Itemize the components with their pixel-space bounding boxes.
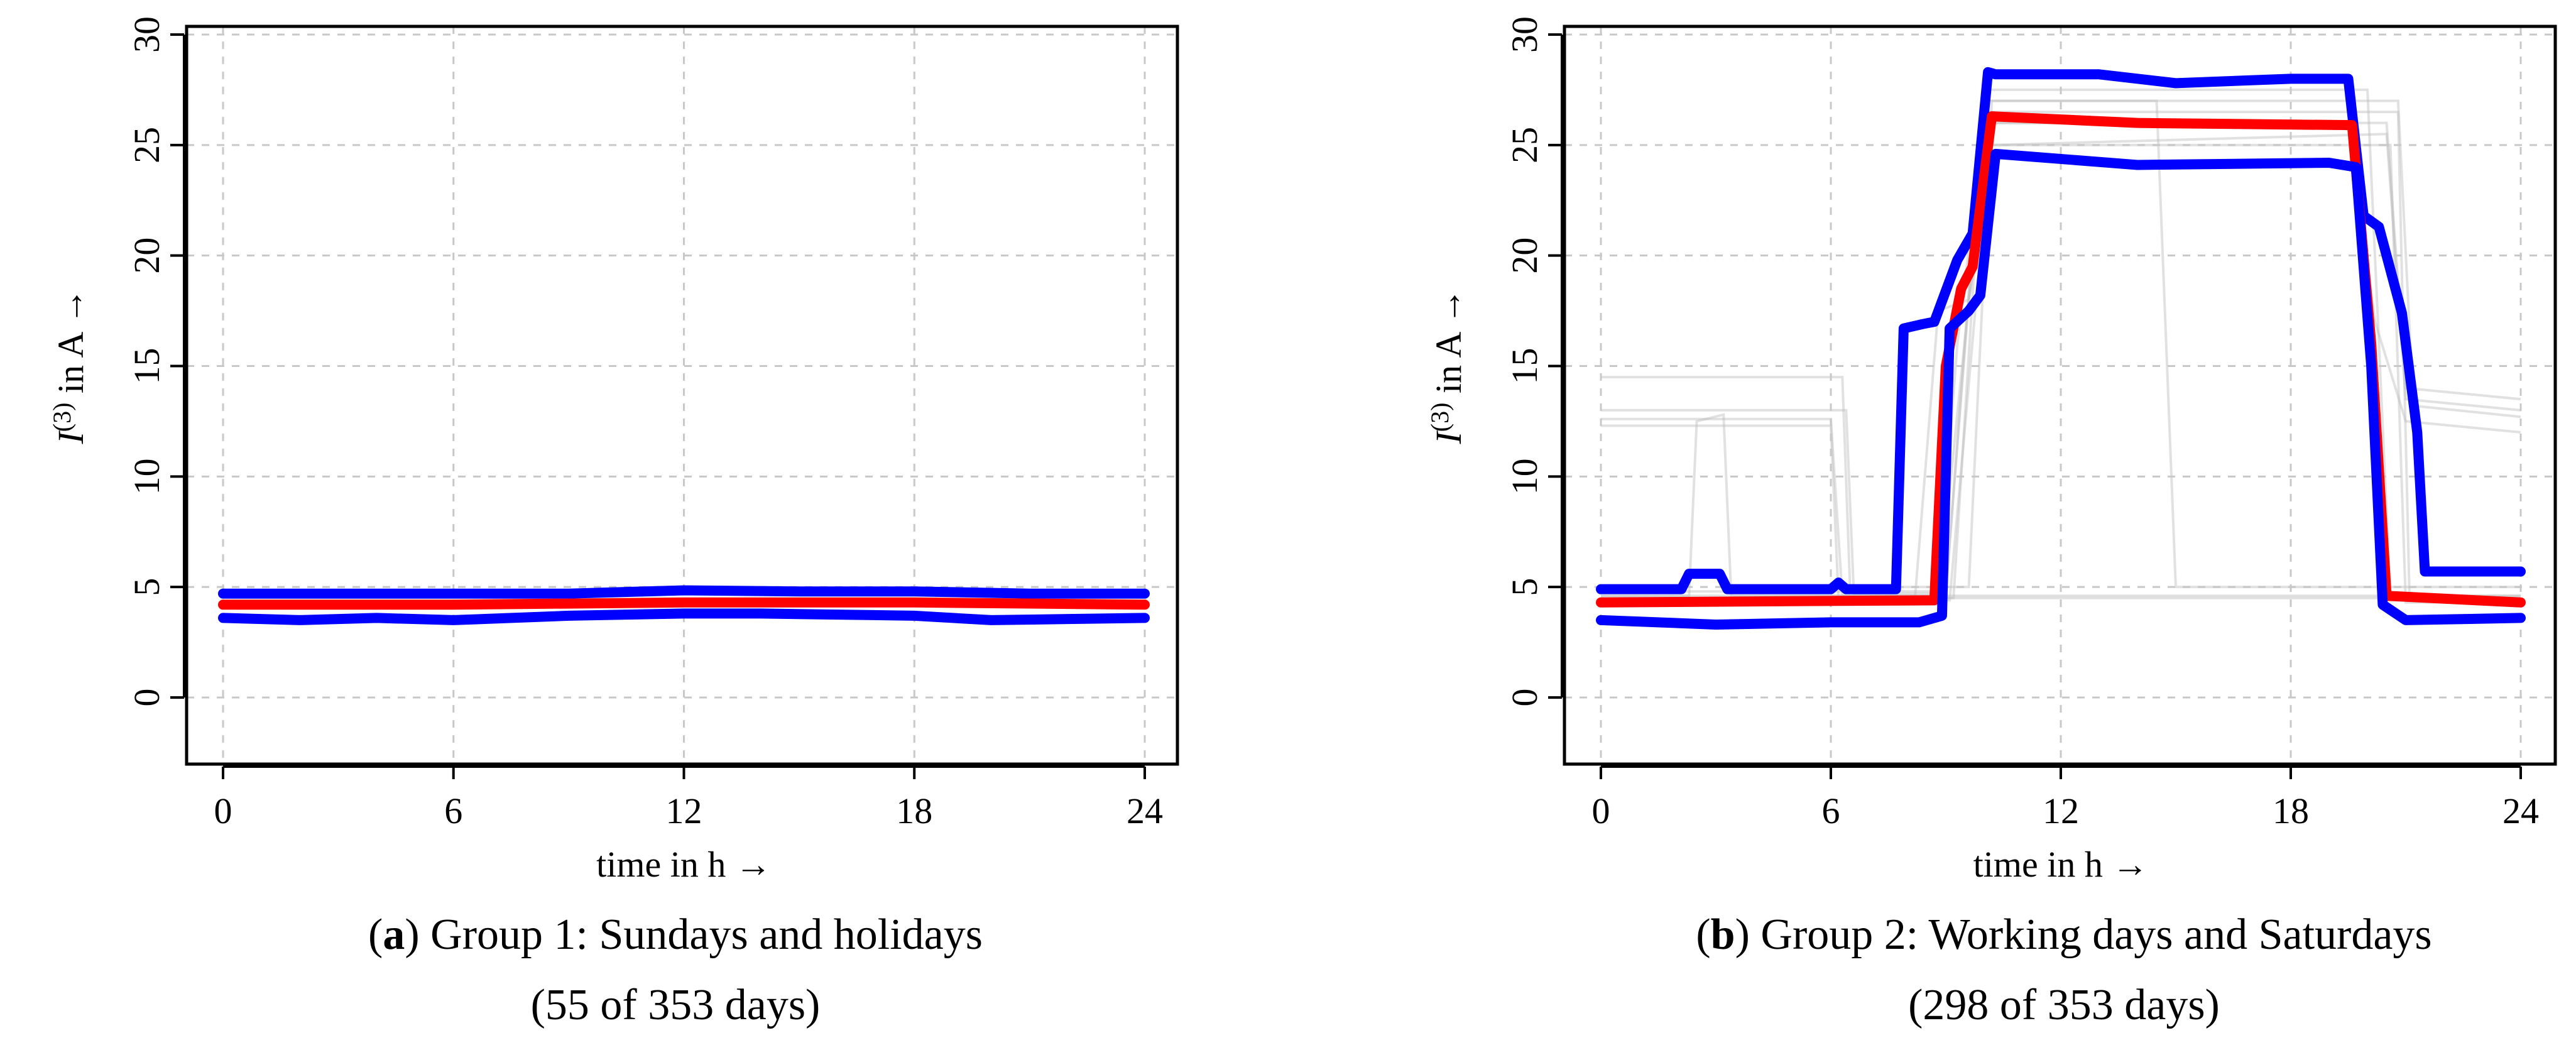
panel-b-y-axis-label-unit: in A → bbox=[1428, 288, 1469, 402]
panel-a-y-axis: 0 5 10 15 20 25 30 bbox=[126, 16, 185, 707]
panel-b-chart: 0 6 12 18 24 0 5 10 15 20 25 30 time in h → I(3) i… bbox=[1426, 16, 2557, 1029]
panel-a-series bbox=[218, 585, 1150, 625]
panel-a-x-tick-label-1: 6 bbox=[444, 790, 462, 831]
panel-b-background-trace-9 bbox=[1601, 88, 2521, 598]
panel-a-caption-tag: a bbox=[383, 911, 405, 959]
panel-b-x-tick-label-2: 12 bbox=[2043, 790, 2079, 831]
panel-a-y-axis-label-unit: in A → bbox=[50, 288, 91, 402]
panel-b-background-trace-0 bbox=[1601, 417, 2521, 598]
panel-a-chart: 0 6 12 18 24 0 5 10 15 20 25 30 time in h → I(3) i… bbox=[48, 16, 1179, 1029]
panel-a-series-upper-band bbox=[218, 585, 1150, 599]
panel-b-y-tick-label-5: 25 bbox=[1504, 127, 1545, 163]
panel-b-x-tick-label-0: 0 bbox=[1592, 790, 1610, 831]
panel-a-caption-line-1: (a) Group 1: Sundays and holidays bbox=[368, 911, 983, 959]
panel-b-caption-tag: b bbox=[1711, 911, 1735, 959]
panel-b-plot-frame bbox=[1563, 25, 2557, 766]
panel-a-y-tick-label-5: 25 bbox=[126, 127, 167, 163]
panel-a-y-axis-label-superscript: (3) bbox=[48, 403, 76, 432]
panel-b-x-tick-label-3: 18 bbox=[2273, 790, 2309, 831]
panel-a-y-tick-label-4: 20 bbox=[126, 238, 167, 274]
panel-a-y-tick-label-0: 0 bbox=[126, 689, 167, 707]
panel-b-caption-line-2: (298 of 353 days) bbox=[1908, 981, 2220, 1029]
panel-b-y-axis-label-superscript: (3) bbox=[1426, 403, 1454, 432]
panel-a-x-tick-label-2: 12 bbox=[666, 790, 702, 831]
panel-a-y-tick-label-2: 10 bbox=[126, 458, 167, 495]
panel-b-series-upper-band bbox=[1596, 67, 2526, 594]
panel-b-series bbox=[1596, 67, 2526, 630]
panel-a-y-tick-label-6: 30 bbox=[126, 16, 167, 53]
panel-b-y-tick-label-6: 30 bbox=[1504, 16, 1545, 53]
panel-b-y-axis-label: I(3) in A → bbox=[1426, 288, 1469, 444]
panel-a-x-axis-label: time in h → bbox=[596, 844, 772, 885]
panel-a-y-axis-label: I(3) in A → bbox=[48, 288, 91, 444]
panel-b-y-tick-label-3: 15 bbox=[1504, 348, 1545, 385]
panel-a-x-tick-label-0: 0 bbox=[214, 790, 232, 831]
panel-b-y-tick-label-1: 5 bbox=[1504, 578, 1545, 596]
panel-a-series-mean bbox=[218, 597, 1150, 610]
panel-b-y-axis: 0 5 10 15 20 25 30 bbox=[1504, 16, 1563, 707]
panel-a-y-axis-label-symbol: I bbox=[50, 430, 91, 445]
panel-b-y-tick-label-0: 0 bbox=[1504, 689, 1545, 707]
panel-b-x-tick-label-4: 24 bbox=[2502, 790, 2539, 831]
panel-b-caption-title: ) Group 2: Working days and Saturdays bbox=[1735, 911, 2432, 959]
panel-b-series-lower-band bbox=[1596, 148, 2526, 630]
panel-b-y-tick-label-2: 10 bbox=[1504, 458, 1545, 495]
panel-a-caption-title: ) Group 1: Sundays and holidays bbox=[405, 911, 983, 959]
panel-b-caption-line-1: (b) Group 2: Working days and Saturdays bbox=[1696, 911, 2431, 959]
panel-b-background-trace-1 bbox=[1601, 424, 2521, 599]
panel-b-x-axis-label: time in h → bbox=[1973, 844, 2149, 885]
panel-a-grid bbox=[187, 26, 1177, 764]
panel-a-series-lower-band bbox=[218, 608, 1150, 625]
panel-a-x-axis: 0 6 12 18 24 bbox=[214, 765, 1163, 831]
panel-a-plot-frame bbox=[185, 25, 1179, 766]
panel-b-x-tick-label-1: 6 bbox=[1822, 790, 1840, 831]
panel-a-y-tick-label-1: 5 bbox=[126, 578, 167, 596]
panel-a-x-tick-label-3: 18 bbox=[896, 790, 932, 831]
panel-a-x-tick-label-4: 24 bbox=[1127, 790, 1163, 831]
panel-a-y-tick-label-3: 15 bbox=[126, 348, 167, 385]
panel-b-grid bbox=[1564, 26, 2555, 764]
panel-b-y-axis-label-symbol: I bbox=[1428, 430, 1469, 445]
panel-b-x-axis: 0 6 12 18 24 bbox=[1592, 765, 2539, 831]
panel-b-y-tick-label-4: 20 bbox=[1504, 238, 1545, 274]
panel-a-caption-line-2: (55 of 353 days) bbox=[531, 981, 821, 1029]
